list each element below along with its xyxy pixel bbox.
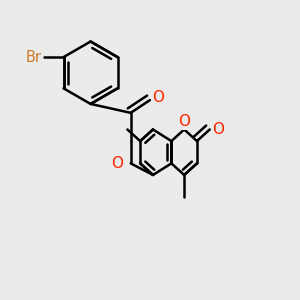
Text: O: O — [152, 90, 164, 105]
Text: O: O — [178, 114, 190, 129]
Text: Br: Br — [26, 50, 42, 64]
Text: O: O — [212, 122, 224, 137]
Text: O: O — [112, 156, 124, 171]
